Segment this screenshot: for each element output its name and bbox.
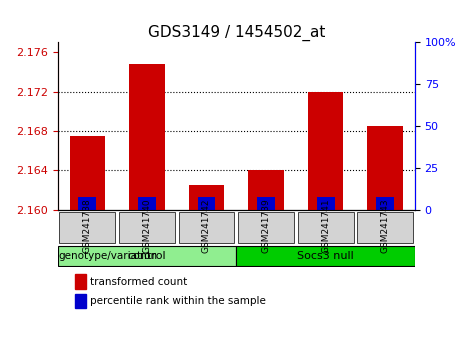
- FancyBboxPatch shape: [178, 212, 235, 243]
- Bar: [367, 126, 403, 210]
- FancyBboxPatch shape: [119, 212, 175, 243]
- Text: GSM241742: GSM241742: [202, 198, 211, 253]
- FancyBboxPatch shape: [298, 212, 354, 243]
- FancyBboxPatch shape: [236, 246, 415, 266]
- Text: GSM241743: GSM241743: [381, 198, 390, 253]
- Bar: [129, 64, 165, 210]
- FancyBboxPatch shape: [357, 212, 413, 243]
- Bar: [248, 171, 284, 210]
- Title: GDS3149 / 1454502_at: GDS3149 / 1454502_at: [148, 25, 325, 41]
- Bar: [257, 197, 275, 210]
- FancyBboxPatch shape: [58, 246, 236, 266]
- Text: GSM241740: GSM241740: [142, 198, 152, 253]
- Text: transformed count: transformed count: [90, 276, 187, 287]
- Bar: [189, 185, 225, 210]
- FancyBboxPatch shape: [238, 212, 294, 243]
- Bar: [198, 197, 215, 210]
- Text: genotype/variation: genotype/variation: [59, 251, 158, 261]
- Bar: [76, 274, 86, 289]
- Bar: [76, 293, 86, 308]
- Text: control: control: [128, 251, 166, 261]
- FancyBboxPatch shape: [59, 212, 115, 243]
- Bar: [317, 197, 335, 210]
- Text: percentile rank within the sample: percentile rank within the sample: [90, 296, 266, 306]
- Text: GSM241739: GSM241739: [261, 198, 271, 253]
- Bar: [376, 197, 394, 210]
- Text: GSM241738: GSM241738: [83, 198, 92, 253]
- Bar: [78, 197, 96, 210]
- Text: GSM241741: GSM241741: [321, 198, 330, 253]
- Text: Socs3 null: Socs3 null: [297, 251, 354, 261]
- Bar: [138, 197, 156, 210]
- Bar: [308, 92, 343, 210]
- Bar: [70, 136, 105, 210]
